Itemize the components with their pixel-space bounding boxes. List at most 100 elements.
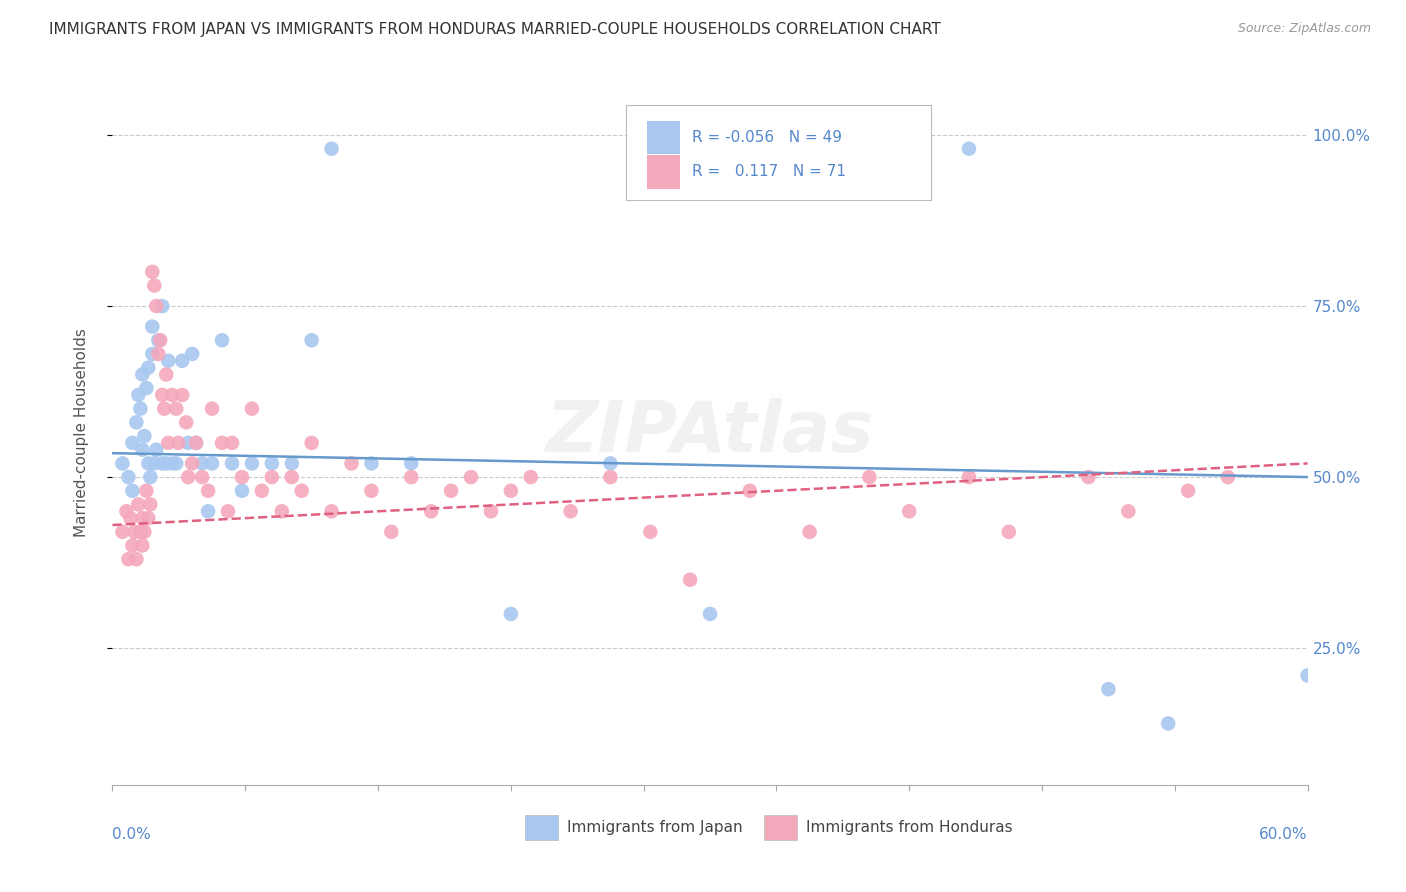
Point (520, 470, 543, 484)
Point (127, 498, 149, 512)
Text: IMMIGRANTS FROM JAPAN VS IMMIGRANTS FROM HONDURAS MARRIED-COUPLE HOUSEHOLDS CORR: IMMIGRANTS FROM JAPAN VS IMMIGRANTS FROM… (49, 22, 941, 37)
Point (998, 524, 1021, 539)
Point (1118, 504, 1140, 518)
Point (1216, 470, 1239, 484)
Point (162, 457, 183, 471)
Point (401, 470, 423, 484)
Point (321, 504, 343, 518)
Point (165, 457, 187, 471)
Point (121, 539, 143, 553)
Point (240, 457, 263, 471)
Point (117, 470, 139, 484)
Point (221, 436, 243, 450)
Point (138, 457, 160, 471)
Point (167, 436, 190, 450)
Point (186, 436, 208, 450)
Point (129, 401, 152, 416)
Point (321, 142, 343, 156)
Point (141, 265, 163, 279)
Point (197, 504, 219, 518)
Point (270, 504, 292, 518)
Point (186, 436, 208, 450)
Point (150, 388, 173, 402)
Point (117, 552, 139, 566)
Point (201, 401, 224, 416)
Point (360, 457, 382, 471)
Point (150, 299, 173, 313)
Point (131, 539, 153, 553)
Point (131, 511, 153, 525)
Point (499, 607, 522, 621)
Point (174, 415, 197, 429)
Point (799, 524, 821, 539)
Point (124, 524, 146, 539)
Point (340, 457, 363, 471)
Point (211, 436, 233, 450)
Text: Source: ZipAtlas.com: Source: ZipAtlas.com (1237, 22, 1371, 36)
Point (138, 360, 160, 375)
Text: R =   0.117   N = 71: R = 0.117 N = 71 (692, 164, 846, 179)
Point (129, 524, 152, 539)
Point (738, 483, 761, 498)
Text: ZIPAtlas: ZIPAtlas (546, 398, 875, 467)
Point (149, 333, 172, 347)
Point (479, 504, 502, 518)
Point (172, 388, 194, 402)
Point (401, 457, 423, 471)
Point (898, 504, 921, 518)
Point (301, 333, 323, 347)
Point (1097, 682, 1119, 697)
FancyBboxPatch shape (524, 814, 558, 840)
Point (115, 504, 138, 518)
Point (125, 415, 148, 429)
Point (1296, 668, 1319, 682)
Point (181, 347, 204, 361)
Point (699, 607, 721, 621)
Point (231, 470, 253, 484)
FancyBboxPatch shape (627, 105, 931, 200)
Point (121, 436, 143, 450)
Point (281, 457, 304, 471)
Point (148, 347, 170, 361)
Point (111, 457, 134, 471)
Point (599, 457, 621, 471)
Point (141, 319, 163, 334)
Point (135, 483, 157, 498)
Point (165, 401, 187, 416)
Point (157, 353, 180, 368)
Point (121, 483, 143, 498)
Point (211, 333, 233, 347)
Point (143, 278, 166, 293)
Point (177, 470, 200, 484)
FancyBboxPatch shape (647, 120, 681, 154)
Point (197, 483, 219, 498)
Point (111, 524, 134, 539)
Point (139, 470, 162, 484)
Point (120, 511, 142, 525)
Point (281, 470, 304, 484)
Text: Immigrants from Japan: Immigrants from Japan (567, 820, 742, 835)
Point (139, 498, 162, 512)
Point (240, 401, 263, 416)
Point (1077, 470, 1099, 484)
Point (1177, 483, 1199, 498)
Point (145, 442, 167, 457)
Point (260, 457, 283, 471)
Point (858, 470, 880, 484)
Point (181, 457, 204, 471)
Point (127, 388, 149, 402)
Point (131, 368, 153, 382)
Point (360, 483, 382, 498)
Point (153, 401, 176, 416)
Point (141, 347, 163, 361)
Point (231, 483, 253, 498)
Text: Immigrants from Honduras: Immigrants from Honduras (806, 820, 1012, 835)
Point (217, 504, 239, 518)
Point (138, 511, 160, 525)
Point (134, 524, 156, 539)
Point (201, 457, 224, 471)
Point (145, 299, 167, 313)
Point (957, 470, 980, 484)
Text: 0.0%: 0.0% (112, 827, 152, 842)
Point (134, 429, 156, 443)
